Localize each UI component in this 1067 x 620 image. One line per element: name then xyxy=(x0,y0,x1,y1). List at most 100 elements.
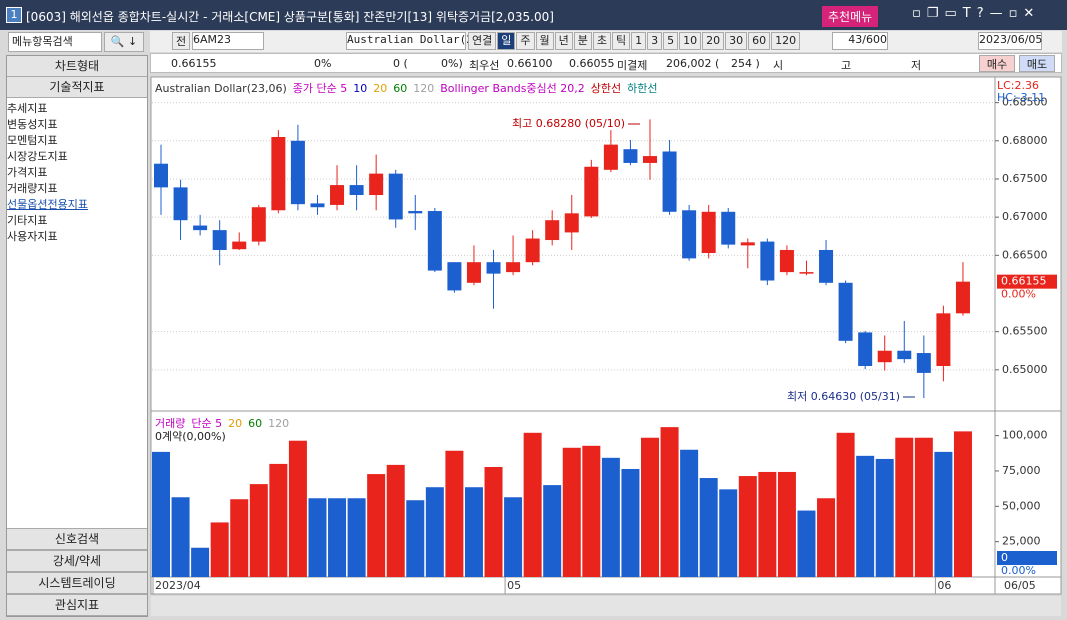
volume-bar xyxy=(562,447,581,577)
indicator-item[interactable]: 기타지표 xyxy=(7,214,48,227)
candle-body xyxy=(212,230,227,250)
ask: 0.66055 xyxy=(569,57,615,70)
candle-body xyxy=(662,151,677,212)
candle-body xyxy=(271,136,286,211)
legend-entry: 60 xyxy=(393,82,408,95)
indicator-item[interactable]: 변동성지표 xyxy=(7,118,58,131)
volume-bar xyxy=(817,498,836,577)
volume-bar xyxy=(406,500,425,577)
volume-legend: 거래량 단순 5 20 60 120 xyxy=(155,415,295,431)
candle-body xyxy=(760,241,775,281)
candle-body xyxy=(232,241,247,250)
quote-price: 0.66155 xyxy=(171,57,217,70)
oi-label: 미결제 xyxy=(617,59,648,72)
search-buttons[interactable]: 🔍 ↓ xyxy=(104,32,144,52)
legend-entry: 20 xyxy=(228,417,243,430)
current-value: 0 xyxy=(1001,551,1008,564)
title-bar: 1 [0603] 해외선옵 종합차트-실시간 - 거래소[CME] 상품구분[통… xyxy=(0,0,1067,30)
prev-button[interactable]: 전 xyxy=(172,32,190,50)
volume-bar xyxy=(621,468,640,577)
period-buttons: 연결 일 주 월 년 분 초 틱 1 3 5 10 20 30 60 120 xyxy=(468,32,801,50)
last-date: 06/05 xyxy=(1004,579,1036,592)
toolbar: 전 6AM23 Australian Dollar(23 연결 일 주 월 년 분 초 틱 1 3… xyxy=(150,31,1062,52)
candle-body xyxy=(819,249,834,283)
sell-button[interactable]: 매도 xyxy=(1019,55,1055,72)
y-tick-label: 0.68000 xyxy=(1002,134,1048,147)
candle-body xyxy=(369,173,384,196)
indicator-item[interactable]: 거래량지표 xyxy=(7,182,58,195)
count: 43/600 xyxy=(832,32,888,50)
candle-body xyxy=(154,163,168,188)
quote-bar: 0.66155 0% 0 ( 0%) 최우선 0.66100 0.66055 미… xyxy=(150,53,1062,73)
y-tick-label: 75,000 xyxy=(1002,464,1041,477)
indicator-item[interactable]: 가격지표 xyxy=(7,166,48,179)
indicator-item[interactable]: 모멘텀지표 xyxy=(7,134,58,147)
volume-bar xyxy=(719,489,738,577)
volume-bar xyxy=(425,487,444,577)
period-button[interactable]: 5 xyxy=(663,32,679,50)
volume-bar xyxy=(856,455,875,577)
indicators-header[interactable]: 기술적지표 xyxy=(7,77,147,98)
period-button[interactable]: 60 xyxy=(748,32,771,50)
buy-button[interactable]: 매수 xyxy=(979,55,1015,72)
legend-entry: 60 xyxy=(248,417,263,430)
volume-bar xyxy=(504,497,523,577)
period-button[interactable]: 년 xyxy=(554,32,573,50)
period-button[interactable]: 30 xyxy=(725,32,748,50)
sidebar-button[interactable]: 신호검색 xyxy=(7,528,147,550)
volume-bar xyxy=(249,484,268,577)
y-tick-label: 25,000 xyxy=(1002,535,1041,548)
period-button[interactable]: 3 xyxy=(647,32,663,50)
volume-bar xyxy=(308,498,327,577)
indicator-item[interactable]: 추세지표 xyxy=(7,102,48,115)
hc-label: HC:-3.11 xyxy=(997,91,1045,104)
sidebar-button[interactable]: 시스템트레이딩 xyxy=(7,572,147,594)
date[interactable]: 2023/06/05 xyxy=(978,32,1042,50)
indicator-item[interactable]: 사용자지표 xyxy=(7,230,58,243)
chart-type[interactable]: 차트형태 xyxy=(7,56,147,77)
volume-bar xyxy=(699,478,718,577)
legend-entry: 120 xyxy=(413,82,435,95)
recommend-menu[interactable]: 추천메뉴 xyxy=(822,6,879,27)
candle-body xyxy=(525,238,540,263)
period-button[interactable]: 연결 xyxy=(468,32,497,50)
volume-bar xyxy=(152,451,170,577)
scroll-bar[interactable] xyxy=(151,596,1061,616)
candle-body xyxy=(916,353,931,373)
sidebar-button[interactable]: 강세/약세 xyxy=(7,550,147,572)
window-controls[interactable]: ▫❐▭T?—▫✕ xyxy=(912,6,1041,21)
candle-body xyxy=(858,332,873,367)
y-tick-label: 100,000 xyxy=(1002,429,1048,442)
low-annotation: 최저 0.64630 (05/31) xyxy=(787,390,900,403)
sidebar-button[interactable]: 관심지표 xyxy=(7,594,147,616)
candle-body xyxy=(955,281,970,314)
last-price-box xyxy=(997,274,1057,289)
period-button[interactable]: 120 xyxy=(771,32,801,50)
y-tick-label: 0.67500 xyxy=(1002,172,1048,185)
period-button[interactable]: 초 xyxy=(592,32,611,50)
period-button[interactable]: 틱 xyxy=(612,32,631,50)
period-button[interactable]: 1 xyxy=(631,32,647,50)
window-number: 1 xyxy=(6,7,22,23)
code-input[interactable]: 6AM23 xyxy=(192,32,264,50)
candle-body xyxy=(388,173,403,220)
indicator-item[interactable]: 선물옵션전용지표 xyxy=(7,198,88,211)
legend-entry: Bollinger Bands중심선 20,2 xyxy=(440,82,585,95)
period-button[interactable]: 20 xyxy=(702,32,725,50)
volume-bar xyxy=(934,451,953,577)
indicator-item[interactable]: 시장강도지표 xyxy=(7,150,68,163)
period-button[interactable]: 일 xyxy=(497,32,516,50)
menu-search[interactable]: 메뉴항목검색 xyxy=(8,32,102,52)
legend-entry: 종가 단순 5 xyxy=(292,82,348,95)
period-button[interactable]: 10 xyxy=(679,32,702,50)
open-label: 시 xyxy=(773,59,784,72)
period-button[interactable]: 주 xyxy=(516,32,535,50)
period-button[interactable]: 월 xyxy=(535,32,554,50)
name-input[interactable]: Australian Dollar(23 xyxy=(346,32,479,50)
legend-entry: 거래량 xyxy=(155,417,186,430)
bid: 0.66100 xyxy=(507,57,553,70)
volume-bar xyxy=(797,510,816,577)
period-button[interactable]: 분 xyxy=(573,32,592,50)
volume-bar xyxy=(738,476,757,577)
